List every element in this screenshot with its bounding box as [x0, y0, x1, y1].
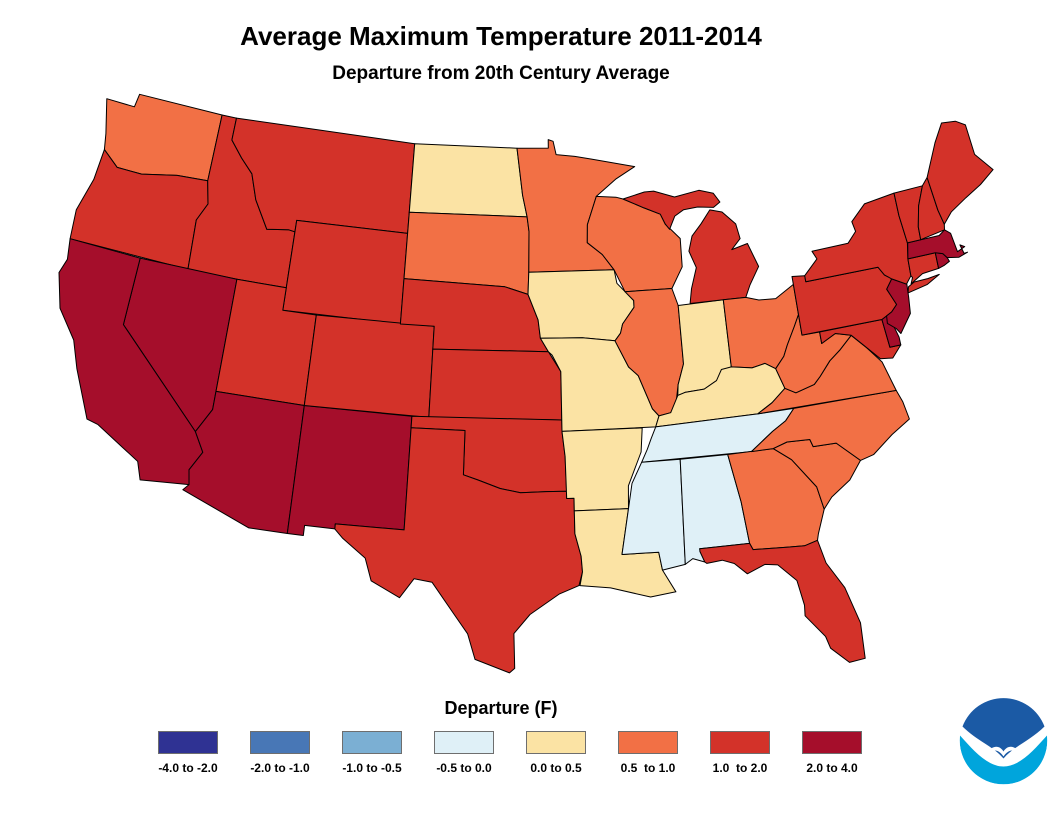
- state-NC: [750, 389, 910, 461]
- state-MI: [622, 189, 760, 304]
- state-WI: [586, 195, 683, 293]
- legend-item-3: -0.5 to 0.0: [418, 731, 510, 775]
- state-ME: [926, 120, 994, 225]
- legend-swatch-5: [618, 731, 678, 754]
- legend-swatch-7: [802, 731, 862, 754]
- legend-label-7: 2.0 to 4.0: [806, 761, 858, 775]
- page-title: Average Maximum Temperature 2011-2014: [240, 21, 762, 51]
- legend-item-6: 1.0 to 2.0: [694, 731, 786, 775]
- state-FL: [699, 539, 866, 663]
- header: Average Maximum Temperature 2011-2014 De…: [0, 0, 1002, 85]
- legend-swatch-3: [434, 731, 494, 754]
- legend-swatch-0: [158, 731, 218, 754]
- state-ND: [408, 143, 528, 218]
- state-TX: [334, 427, 583, 674]
- legend-label-0: -4.0 to -2.0: [158, 761, 218, 775]
- noaa-logo: [959, 696, 1048, 785]
- legend: -4.0 to -2.0 -2.0 to -1.0 -1.0 to -0.5 -0.5…: [142, 731, 878, 775]
- legend-item-2: -1.0 to -0.5: [326, 731, 418, 775]
- state-IA: [527, 269, 635, 342]
- legend-label-6: 1.0 to 2.0: [712, 761, 768, 775]
- legend-item-4: 0.0 to 0.5: [510, 731, 602, 775]
- legend-item-7: 2.0 to 4.0: [786, 731, 878, 775]
- state-NM: [286, 405, 413, 536]
- state-WA: [103, 93, 223, 182]
- legend-swatch-1: [250, 731, 310, 754]
- legend-label-1: -2.0 to -1.0: [250, 761, 310, 775]
- noaa-sea-shape: [959, 735, 1048, 785]
- state-CO: [303, 314, 435, 418]
- legend-item-5: 0.5 to 1.0: [602, 731, 694, 775]
- noaa-gull-icon: [986, 746, 1021, 757]
- state-NJ: [886, 278, 911, 334]
- state-MA: [907, 229, 968, 260]
- noaa-sky-shape: [962, 698, 1045, 759]
- legend-swatch-2: [342, 731, 402, 754]
- legend-swatch-4: [526, 731, 586, 754]
- state-WY: [282, 219, 409, 325]
- legend-title: Departure (F): [444, 698, 558, 718]
- state-KS: [428, 348, 563, 421]
- legend-item-0: -4.0 to -2.0: [142, 731, 234, 775]
- legend-label-3: -0.5 to 0.0: [436, 761, 492, 775]
- legend-swatch-6: [710, 731, 770, 754]
- page-subtitle: Departure from 20th Century Average: [332, 63, 670, 84]
- legend-label-2: -1.0 to -0.5: [342, 761, 402, 775]
- legend-label-4: 0.0 to 0.5: [530, 761, 582, 775]
- legend-label-5: 0.5 to 1.0: [620, 761, 676, 775]
- legend-item-1: -2.0 to -1.0: [234, 731, 326, 775]
- state-CA: [58, 238, 204, 486]
